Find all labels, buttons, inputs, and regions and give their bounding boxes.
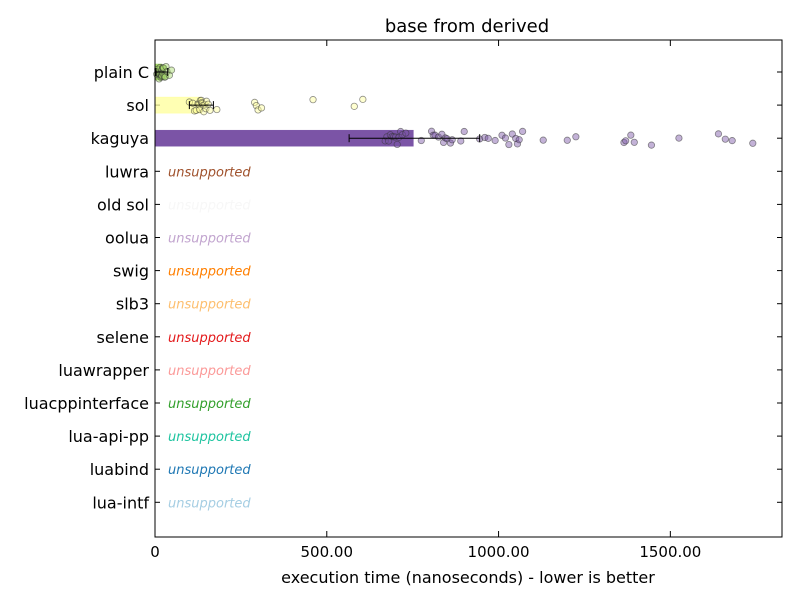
unsupported-label-luabind: unsupported (168, 463, 251, 478)
sample-point-kaguya (446, 139, 455, 147)
unsupported-label-lua-api-pp: unsupported (168, 430, 251, 445)
y-tick-label-luwra: luwra (105, 162, 149, 181)
y-tick-label-kaguya: kaguya (91, 129, 149, 148)
unsupported-label-selene: unsupported (168, 331, 251, 346)
sample-point-kaguya (749, 139, 757, 147)
sample-point-plain-c (167, 66, 176, 74)
y-tick-label-luabind: luabind (90, 460, 149, 479)
sample-point-kaguya (627, 131, 635, 139)
sample-point-kaguya (501, 134, 510, 142)
sample-point-kaguya (484, 134, 492, 142)
unsupported-label-oolua: unsupported (168, 232, 251, 247)
sample-point-kaguya (393, 140, 401, 149)
x-tick-label: 1500.00 (639, 543, 701, 561)
sample-point-sol (206, 106, 214, 114)
x-axis-label: execution time (nanoseconds) - lower is … (281, 568, 655, 587)
sample-point-kaguya (513, 140, 522, 148)
y-tick-label-sol: sol (126, 96, 149, 115)
sample-point-kaguya (491, 136, 499, 145)
sample-point-kaguya (505, 140, 513, 149)
sample-point-kaguya (647, 141, 656, 149)
sample-point-kaguya (572, 133, 580, 141)
x-tick-label: 500.00 (301, 543, 354, 561)
unsupported-label-luawrapper: unsupported (168, 364, 251, 379)
sample-point-kaguya (448, 136, 456, 144)
sample-point-kaguya (457, 137, 465, 145)
y-tick-label-lua-api-pp: lua-api-pp (68, 427, 149, 446)
sample-point-kaguya (460, 127, 468, 136)
sample-point-kaguya (402, 129, 410, 137)
y-tick-label-plain-c: plain C (94, 63, 149, 82)
sample-point-kaguya (563, 136, 571, 144)
plot-frame (154, 39, 783, 538)
y-tick-label-oolua: oolua (105, 229, 149, 248)
y-tick-label-swig: swig (113, 262, 149, 281)
sample-point-plain-c (161, 73, 169, 81)
unsupported-label-luacppinterface: unsupported (168, 397, 251, 412)
x-tick-label: 0 (150, 543, 160, 561)
sample-point-sol (309, 96, 317, 104)
y-tick-label-slb3: slb3 (116, 295, 149, 314)
sample-point-sol (350, 102, 358, 110)
chart-title: base from derived (385, 16, 549, 37)
sample-point-kaguya (675, 134, 683, 142)
sample-point-kaguya (539, 136, 547, 144)
unsupported-label-swig: unsupported (168, 265, 251, 280)
sample-point-sol (359, 95, 367, 103)
y-tick-label-old-sol: old sol (97, 195, 149, 214)
unsupported-label-lua-intf: unsupported (168, 496, 251, 511)
unsupported-label-luwra: unsupported (168, 165, 251, 180)
sample-point-kaguya (728, 137, 736, 145)
sample-point-sol (213, 105, 221, 114)
sample-point-sol (254, 106, 262, 114)
sample-point-kaguya (519, 127, 527, 135)
sample-point-sol (204, 100, 212, 108)
y-tick-label-selene: selene (97, 328, 149, 347)
sample-point-kaguya (417, 136, 425, 145)
x-tick-label: 1000.00 (468, 543, 530, 561)
sample-point-kaguya (714, 130, 723, 138)
sample-point-kaguya (515, 136, 523, 144)
y-tick-label-lua-intf: lua-intf (92, 493, 149, 512)
unsupported-label-old-sol: unsupported (168, 198, 251, 213)
sample-point-kaguya (630, 138, 638, 146)
y-tick-label-luawrapper: luawrapper (58, 361, 149, 380)
y-tick-label-luacppinterface: luacppinterface (24, 394, 149, 413)
unsupported-label-slb3: unsupported (168, 298, 251, 313)
sample-point-kaguya (622, 137, 630, 145)
sample-point-sol (257, 104, 266, 112)
sample-point-kaguya (721, 135, 729, 143)
